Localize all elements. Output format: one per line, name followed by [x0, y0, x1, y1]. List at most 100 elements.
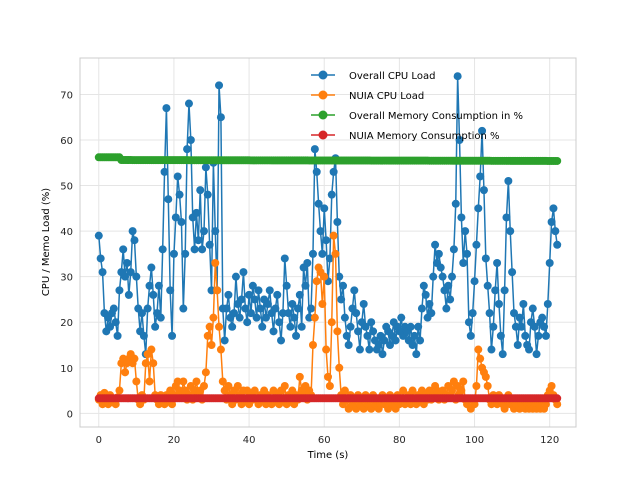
x-tick-label: 0	[96, 435, 102, 446]
data-point	[457, 213, 466, 222]
data-point	[346, 322, 355, 331]
data-point	[310, 145, 319, 154]
data-point	[201, 163, 210, 172]
data-point	[230, 309, 239, 318]
data-point	[316, 227, 325, 236]
data-point	[198, 245, 207, 254]
data-point	[141, 359, 150, 368]
data-point	[184, 99, 193, 108]
data-point	[122, 259, 131, 267]
data-point	[278, 309, 287, 318]
data-point	[271, 304, 280, 313]
data-point	[252, 313, 261, 322]
data-point	[324, 372, 332, 381]
y-tick-label: 70	[60, 90, 73, 101]
data-point	[496, 331, 505, 340]
data-point	[192, 208, 201, 217]
data-point	[310, 313, 319, 322]
data-point	[329, 167, 338, 176]
data-point	[463, 249, 472, 258]
data-point	[451, 199, 460, 208]
data-point	[481, 372, 490, 381]
data-point	[205, 322, 214, 331]
data-point	[216, 113, 225, 122]
data-point	[130, 236, 139, 245]
data-point	[339, 281, 348, 290]
data-point	[438, 272, 447, 281]
data-point	[173, 377, 182, 386]
data-point	[470, 277, 479, 286]
data-point	[506, 227, 515, 236]
data-point	[250, 386, 259, 395]
data-point	[173, 172, 182, 181]
data-point	[355, 345, 364, 354]
data-point	[534, 331, 543, 340]
data-point	[181, 249, 190, 258]
data-point	[479, 186, 488, 195]
data-point	[156, 313, 165, 322]
data-point	[340, 313, 349, 322]
data-point	[444, 281, 453, 290]
data-point	[325, 254, 334, 263]
y-tick-label: 30	[60, 273, 73, 284]
data-point	[175, 190, 184, 199]
data-point	[145, 281, 154, 290]
data-point	[263, 300, 272, 308]
data-point	[139, 331, 148, 340]
x-axis-label: Time (s)	[307, 450, 349, 461]
data-point	[333, 218, 342, 226]
y-tick-label: 50	[60, 182, 73, 193]
data-point	[547, 382, 556, 390]
data-point	[427, 309, 436, 318]
data-point	[487, 345, 496, 354]
data-point	[406, 322, 415, 331]
data-point	[391, 336, 400, 345]
data-point	[434, 249, 443, 258]
data-point	[354, 327, 363, 336]
data-point	[459, 259, 468, 267]
data-point	[500, 286, 509, 295]
plot-area-frame	[79, 57, 577, 428]
data-point	[322, 345, 331, 354]
data-point	[166, 286, 175, 295]
data-point	[265, 286, 274, 295]
data-point	[478, 126, 487, 135]
data-point	[282, 281, 291, 290]
data-point	[517, 322, 526, 331]
data-point	[237, 295, 246, 304]
data-point	[179, 377, 188, 386]
data-point	[553, 156, 562, 165]
data-point	[200, 382, 208, 390]
data-point	[196, 186, 205, 195]
x-tick-label: 80	[393, 435, 406, 446]
data-point	[429, 272, 438, 281]
data-point	[361, 322, 370, 331]
data-point	[130, 354, 139, 363]
data-point	[239, 268, 248, 277]
data-point	[476, 354, 485, 363]
data-point	[448, 272, 456, 281]
data-point	[553, 240, 562, 249]
data-point	[502, 213, 511, 222]
data-point	[320, 204, 329, 213]
data-point	[508, 268, 517, 277]
data-point	[530, 322, 539, 331]
data-point	[119, 245, 128, 254]
data-point	[543, 300, 552, 308]
series-0	[94, 72, 562, 359]
data-point	[380, 336, 389, 345]
data-point	[284, 309, 293, 318]
data-point	[532, 350, 541, 359]
data-point	[290, 313, 299, 322]
y-tick-label: 20	[60, 318, 73, 329]
data-point	[410, 331, 419, 340]
data-point	[431, 240, 440, 249]
data-point	[397, 313, 406, 322]
data-point	[491, 286, 500, 295]
data-point	[425, 300, 434, 308]
data-point	[215, 81, 224, 90]
data-point	[201, 368, 210, 377]
data-point	[228, 322, 237, 331]
data-point	[241, 304, 250, 313]
data-point	[329, 231, 338, 240]
